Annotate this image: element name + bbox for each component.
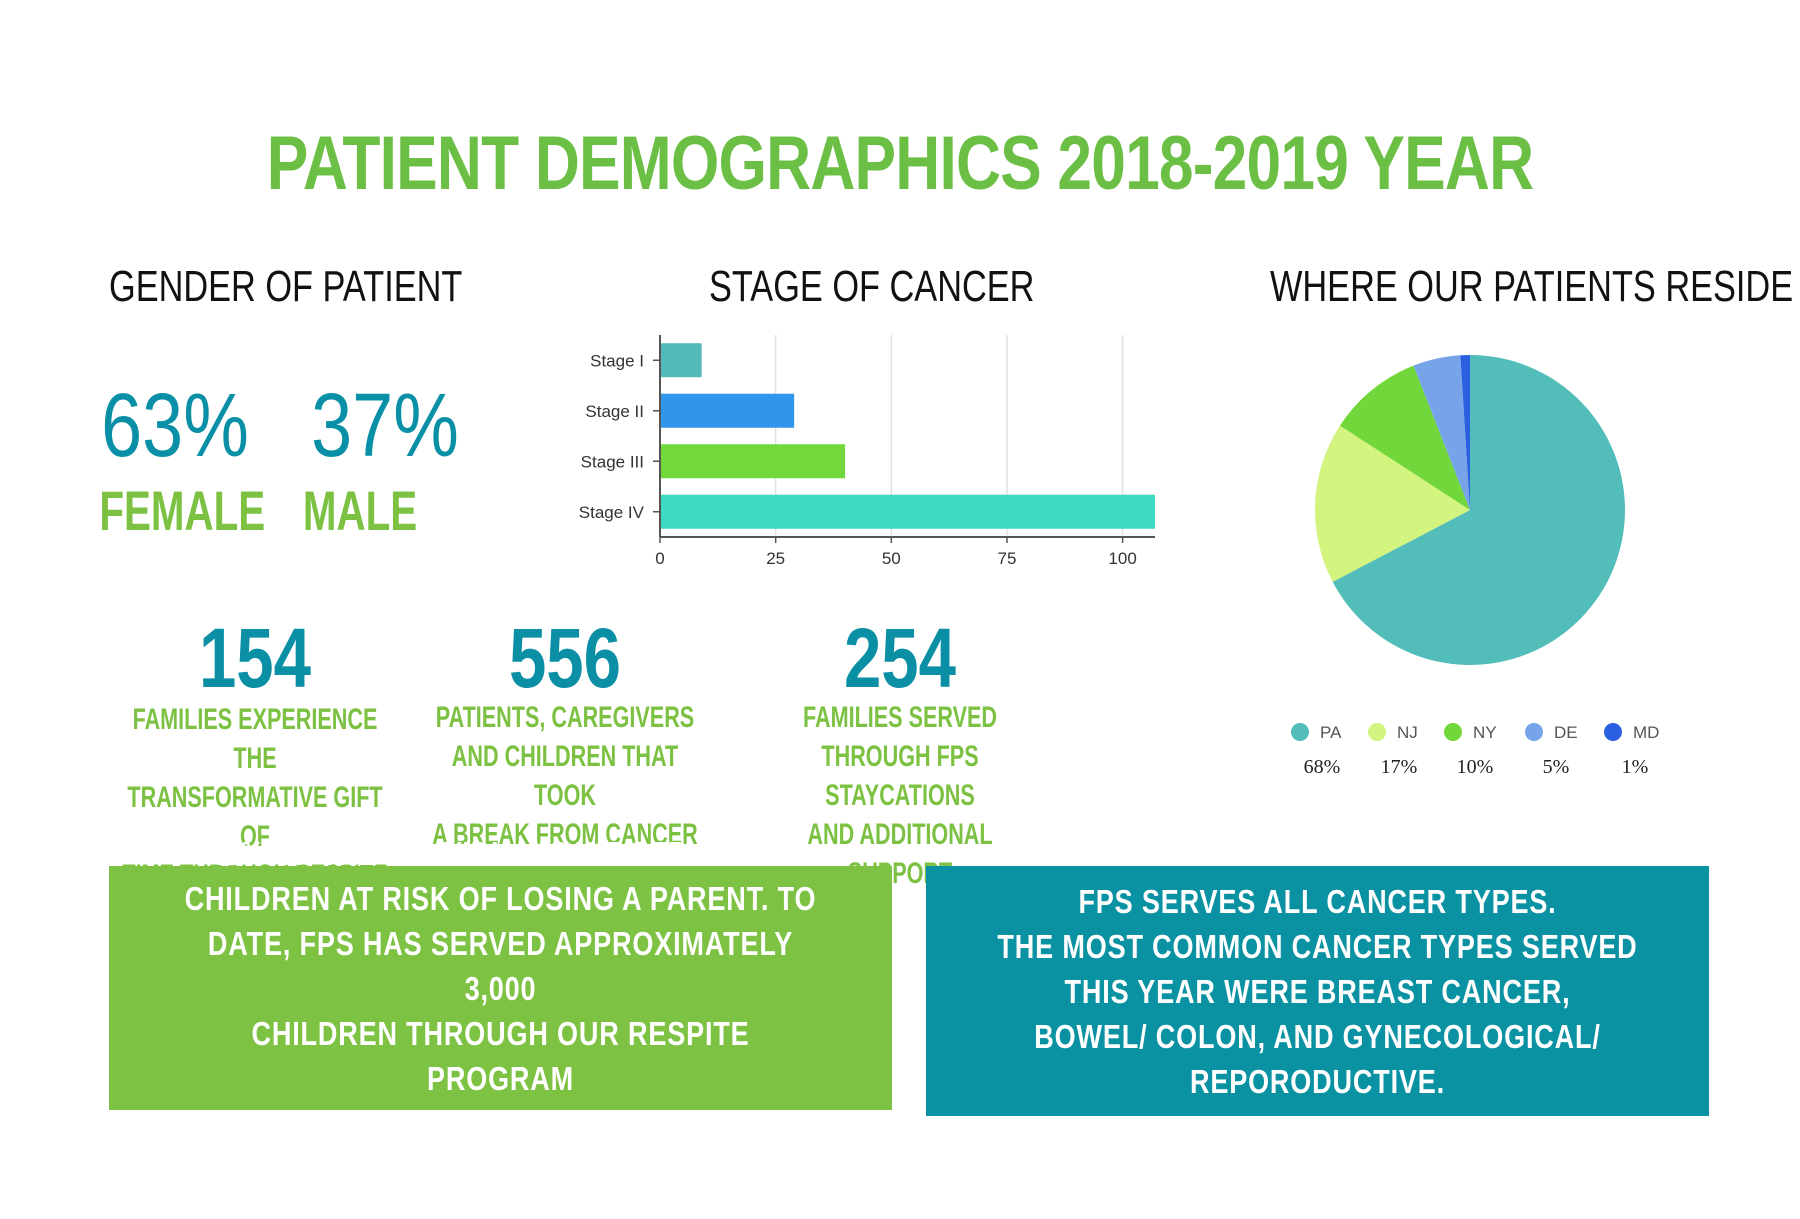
legend-label: NJ xyxy=(1397,723,1418,742)
y-tick-label: Stage I xyxy=(590,351,644,370)
legend-value: 1% xyxy=(1622,756,1649,778)
box-line: DATE, FPS HAS SERVED APPROXIMATELY 3,000 xyxy=(207,924,794,1007)
x-tick-label: 50 xyxy=(882,549,901,568)
box-line: THE MOST COMMON CANCER TYPES SERVED xyxy=(997,927,1638,965)
pie-slice-nj xyxy=(1315,425,1470,582)
pie-slice-ny xyxy=(1339,365,1470,510)
y-tick-label: Stage IV xyxy=(579,503,645,522)
reside-chart-title: WHERE OUR PATIENTS RESIDE xyxy=(1270,262,1794,311)
stat-number-break: 556 xyxy=(508,611,622,705)
bar-stage-i xyxy=(661,343,702,378)
stat-desc-break: PATIENTS, CAREGIVERS AND CHILDREN THAT T… xyxy=(425,698,706,854)
bar-stage-iii xyxy=(661,444,846,479)
x-tick-label: 0 xyxy=(655,549,664,568)
legend-marker-pa xyxy=(1291,723,1309,741)
male-percent: 37% xyxy=(311,376,459,476)
female-percent: 63% xyxy=(101,376,249,476)
legend-marker-de xyxy=(1525,723,1543,741)
children-fact-box: 43% OF THE INDIVIDUALS WE SERVE ARE CHIL… xyxy=(109,835,892,1142)
legend-marker-ny xyxy=(1444,723,1462,741)
y-tick-label: Stage II xyxy=(585,402,644,421)
box-line: 43% OF THE INDIVIDUALS WE SERVE ARE xyxy=(208,834,793,872)
pie-slice-pa xyxy=(1332,355,1625,665)
legend-label: PA xyxy=(1320,723,1342,742)
stage-chart-title: STAGE OF CANCER xyxy=(709,262,1035,311)
stat-desc-line: PATIENTS, CAREGIVERS xyxy=(435,701,695,734)
legend-value: 10% xyxy=(1457,756,1494,778)
legend-label: NY xyxy=(1473,723,1497,742)
legend-value: 68% xyxy=(1304,756,1341,778)
gender-heading: GENDER OF PATIENT xyxy=(109,262,463,311)
y-tick-label: Stage III xyxy=(581,452,644,471)
x-tick-label: 75 xyxy=(998,549,1017,568)
stat-desc-line: FAMILIES SERVED xyxy=(802,701,998,734)
pie-slice-de xyxy=(1413,355,1470,510)
legend-label: DE xyxy=(1554,723,1578,742)
legend-value: 17% xyxy=(1381,756,1418,778)
legend-value: 5% xyxy=(1543,756,1570,778)
reside-pie-legend: PA 68% NJ 17% NY 10% DE 5% MD 1% xyxy=(1291,723,1659,778)
x-tick-label: 25 xyxy=(766,549,785,568)
box-line: AND RELATED SUPPORT. xyxy=(324,1104,677,1142)
page-title: PATIENT DEMOGRAPHICS 2018-2019 YEAR xyxy=(266,121,1534,206)
box-line: CHILDREN THROUGH OUR RESPITE PROGRAM xyxy=(251,1014,750,1097)
legend-label: MD xyxy=(1633,723,1659,742)
pie-slice-md xyxy=(1460,355,1470,510)
box-line: REPORODUCTIVE. xyxy=(1189,1062,1446,1100)
reside-pie-chart xyxy=(1315,355,1625,665)
bar-stage-ii xyxy=(661,393,795,428)
male-label: MALE xyxy=(302,479,418,542)
female-label: FEMALE xyxy=(99,479,266,542)
cancer-types-box: FPS SERVES ALL CANCER TYPES. THE MOST CO… xyxy=(926,866,1709,1116)
stat-desc-line: A BREAK FROM CANCER xyxy=(432,818,698,851)
box-line: CHILDREN AT RISK OF LOSING A PARENT. TO xyxy=(184,879,817,917)
stat-number-respite: 154 xyxy=(198,611,312,705)
box-line: FPS SERVES ALL CANCER TYPES. xyxy=(1078,882,1557,920)
legend-marker-nj xyxy=(1368,723,1386,741)
stat-desc-line: THROUGH FPS STAYCATIONS xyxy=(821,740,979,812)
legend-marker-md xyxy=(1604,723,1622,741)
stat-number-staycations: 254 xyxy=(843,611,957,705)
stat-desc-line: AND CHILDREN THAT TOOK xyxy=(451,740,679,812)
box-line: BOWEL/ COLON, AND GYNECOLOGICAL/ xyxy=(1034,1017,1601,1055)
stat-desc-line: TRANSFORMATIVE GIFT OF xyxy=(127,781,383,853)
bar-stage-iv xyxy=(661,494,1155,529)
stage-bar-chart: 0 25 50 75 100 Stage I Stage II Stage III Stage … xyxy=(579,335,1155,568)
x-tick-label: 100 xyxy=(1108,549,1136,568)
stat-desc-line: FAMILIES EXPERIENCE THE xyxy=(132,703,378,775)
box-line: THIS YEAR WERE BREAST CANCER, xyxy=(1064,972,1571,1010)
stat-desc-staycations: FAMILIES SERVED THROUGH FPS STAYCATIONS … xyxy=(760,698,1041,893)
